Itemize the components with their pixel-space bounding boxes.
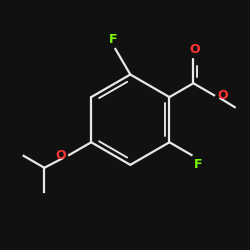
- Text: O: O: [55, 148, 66, 162]
- Text: F: F: [109, 33, 118, 46]
- Text: O: O: [189, 43, 200, 56]
- Text: F: F: [194, 158, 202, 171]
- Text: O: O: [217, 89, 228, 102]
